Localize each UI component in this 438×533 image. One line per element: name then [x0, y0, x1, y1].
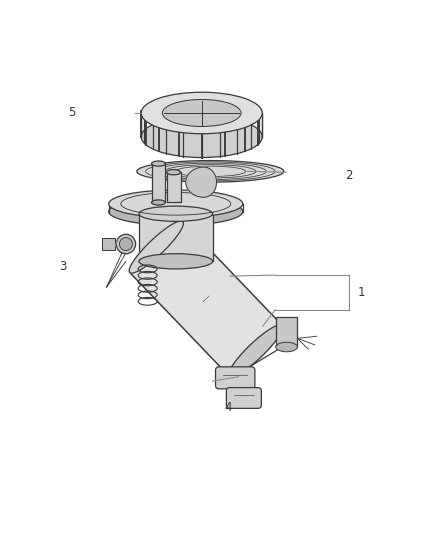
Ellipse shape [141, 116, 262, 158]
Ellipse shape [109, 198, 243, 225]
Ellipse shape [109, 190, 243, 217]
FancyBboxPatch shape [226, 387, 261, 408]
Ellipse shape [276, 342, 297, 352]
Text: 4: 4 [224, 400, 231, 414]
Ellipse shape [116, 235, 136, 254]
Ellipse shape [141, 92, 262, 134]
Ellipse shape [152, 200, 166, 205]
Ellipse shape [167, 169, 180, 175]
Bar [152, 164, 166, 203]
Bar [139, 214, 212, 261]
Text: 3: 3 [60, 260, 67, 273]
Bar [102, 238, 115, 251]
Polygon shape [229, 325, 283, 377]
Bar [167, 172, 180, 203]
Ellipse shape [137, 160, 284, 182]
FancyBboxPatch shape [215, 367, 255, 389]
Text: 1: 1 [357, 286, 365, 299]
Ellipse shape [152, 161, 166, 166]
Polygon shape [186, 167, 216, 197]
Bar [276, 317, 297, 347]
Polygon shape [129, 221, 184, 273]
Text: 2: 2 [345, 169, 353, 182]
Ellipse shape [139, 254, 212, 269]
Ellipse shape [139, 206, 212, 221]
Ellipse shape [120, 238, 132, 251]
Text: 5: 5 [68, 107, 76, 119]
Ellipse shape [162, 100, 241, 126]
Polygon shape [130, 222, 283, 376]
